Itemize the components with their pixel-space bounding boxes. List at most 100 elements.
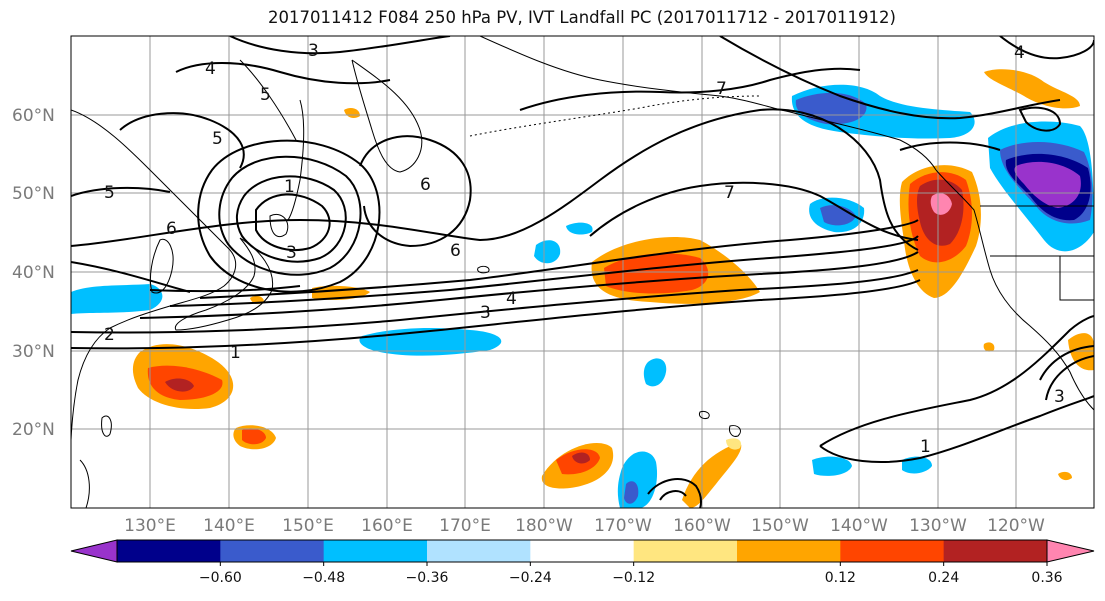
contour-label-6-a: 6 [166,219,177,239]
contour-2-jet [71,269,919,334]
contour-5-top [119,112,245,169]
contour-label-1-low: 1 [284,177,295,197]
lat-label-30: 30°N [12,342,55,362]
contour-label-2-jet: 2 [104,325,115,345]
fill-blue-mid [820,205,856,226]
pv-contours [71,36,1094,508]
fill-purple-canada [1014,161,1081,208]
contour-3-jet [139,251,919,319]
fill-orange-tr [984,69,1080,109]
japan-hokkaido [269,214,289,238]
colorbar-segment [737,540,841,562]
taiwan [101,415,112,437]
contour-label-7-a: 7 [716,79,727,99]
colorbar-segment [220,540,325,562]
lon-label-160e: 160°E [361,516,413,536]
us-states2 [1059,256,1094,301]
contour-label-4-jet: 4 [506,289,517,309]
contour-alaska-2 [899,141,1001,151]
lon-label-150e: 150°E [282,516,334,536]
colorbar-tick-label: 0.12 [825,570,856,586]
alaska-coast [479,36,791,113]
fill-cyan-blob3 [643,358,667,387]
contour-low-2 [236,175,347,263]
contour-label-3-top: 3 [308,41,319,61]
sakhalin [287,99,305,221]
fill-cyan-lr1 [812,456,852,476]
hawaii-a [699,411,710,419]
fill-red-small [242,428,266,445]
contour-5-left [71,186,171,197]
island-small [477,265,490,274]
contour-4-jet [169,235,919,307]
lon-label-170e: 170°E [439,516,491,536]
contour-label-6-c: 6 [450,241,461,261]
hawaii-b [729,425,741,437]
contour-3-top [229,36,451,55]
contour-alaska-1 [719,36,1061,120]
map-frame [70,35,1095,509]
map-layers: 3 4 5 5 1 6 3 6 6 7 7 5 4 3 2 1 1 3 4 [71,36,1094,508]
contour-label-4-ne: 4 [1014,43,1025,63]
lon-label-150w: 150°W [751,516,809,536]
gridlines [71,36,1094,508]
okhotsk-coast [239,59,297,141]
alaska-se [789,111,937,171]
contour-6-big [71,108,919,251]
contour-ne-3 [1018,106,1062,132]
colorbar-tick-label: 0.36 [1031,570,1062,586]
kamchatka [351,59,423,173]
contour-label-1-lr: 1 [920,437,931,457]
colorbar-frame [116,539,1048,563]
contour-south-2 [659,490,687,501]
fill-darkred-sejapan [165,378,194,392]
contour-label-3-jet: 3 [480,303,491,323]
lat-label-60: 60°N [12,106,55,126]
contour-4-top [175,62,391,85]
contour-1-lr2 [819,395,1094,463]
contour-1-jet [71,279,921,350]
colorbar-segment [943,540,1048,562]
colorbar-tick-label: −0.24 [509,570,552,586]
korea [149,238,174,294]
colorbar-segment [633,540,738,562]
fill-orange-streak [682,442,742,508]
colorbar-left-arrow [70,539,118,563]
contour-label-5-a: 5 [260,85,271,105]
colorbar-tick-label: 0.24 [928,570,959,586]
colorbar-tick-label: −0.60 [199,570,242,586]
latitude-labels: 60°N 50°N 40°N 30°N 20°N [12,106,55,440]
lon-label-130e: 130°E [124,516,176,536]
contour-6-loop [359,135,472,248]
fill-orange-lr [1058,471,1072,481]
contour-ne-1 [999,36,1094,60]
contour-label-5-b: 5 [212,129,223,149]
colorbar-tick-label: −0.36 [406,570,449,586]
contour-7-jet [71,261,191,293]
colorbar-tick-label: −0.48 [302,570,345,586]
colorbar-segment [427,540,531,562]
contour-label-6-b: 6 [420,175,431,195]
contour-south-1 [647,478,702,508]
contour-7-big [589,181,919,241]
fill-cyan-west [71,284,163,314]
fill-orange-re2 [983,342,995,352]
fill-cyan-blob1 [534,240,561,264]
fill-pink-coast [930,193,952,215]
colorbar-ticks: −0.60−0.48−0.36−0.24−0.120.120.240.360.4… [199,562,1063,586]
fill-darkred-south [572,452,590,464]
contour-4-lr [1045,355,1094,401]
colorbar: −0.60−0.48−0.36−0.24−0.120.120.240.360.4… [70,539,1095,586]
aleutians [469,95,761,137]
colorbar-tick-label: −0.12 [612,570,655,586]
lon-label-170w: 170°W [594,516,652,536]
fill-blue-south [624,481,639,504]
colorbar-segment [323,540,428,562]
contour-low-3 [218,155,362,276]
fill-cyan-blob2 [566,222,593,235]
colorbar-segments [117,540,1048,562]
contour-labels: 3 4 5 5 1 6 3 6 6 7 7 5 4 3 2 1 1 3 4 [104,41,1065,457]
contour-6-jet [149,285,301,293]
na-coast [935,169,1094,411]
lon-label-180w: 180°W [515,516,573,536]
